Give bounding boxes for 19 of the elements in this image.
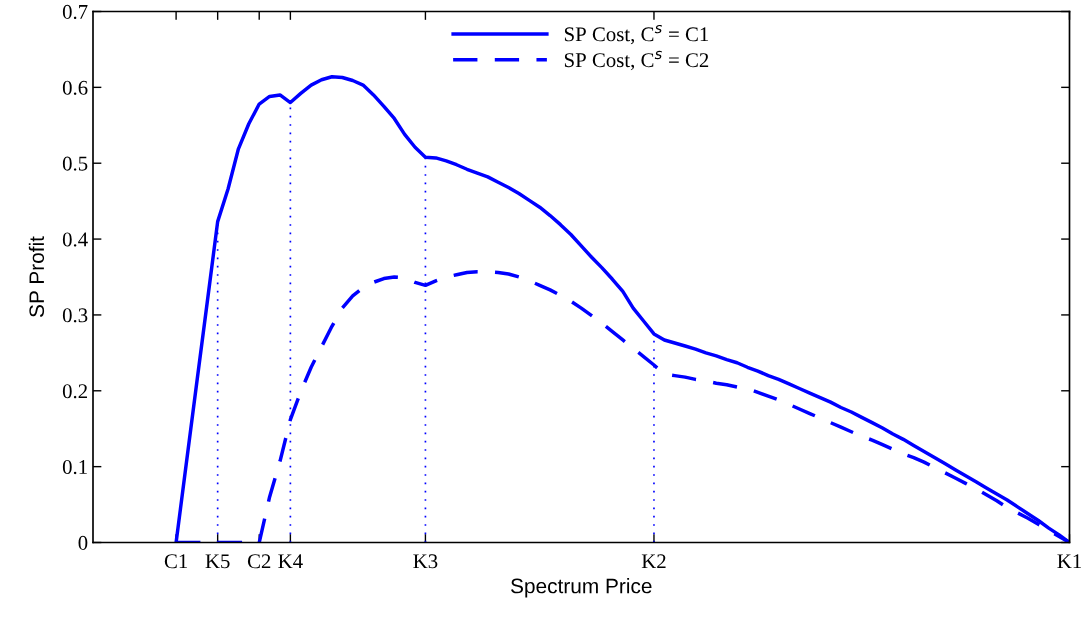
y-tick-label: 0.4 (62, 232, 88, 247)
x-tick-label: K5 (205, 554, 230, 569)
x-tick-label: C2 (247, 554, 271, 569)
x-tick-label: K3 (413, 554, 438, 569)
y-tick-label: 0.6 (62, 80, 88, 95)
y-axis-title: SP Profit (28, 236, 45, 317)
x-tick-label: K1 (1057, 554, 1081, 569)
y-tick-label: 0.7 (62, 4, 88, 20)
y-tick-label: 0.5 (62, 156, 88, 171)
x-tick-label: K4 (278, 554, 303, 569)
legend-label: SP Cost, C$^{s}$ = C2 (564, 50, 709, 71)
y-tick-label: 0.2 (62, 384, 87, 399)
legend-label: SP Cost, C$^{s}$ = C1 (564, 24, 709, 45)
x-tick-label: K2 (641, 554, 666, 569)
x-tick-label: C1 (164, 554, 188, 569)
y-tick-label: 0 (78, 535, 88, 550)
y-tick-label: 0.3 (62, 308, 88, 323)
y-tick-label: 0.1 (62, 460, 87, 475)
x-axis-title: Spectrum Price (511, 578, 652, 598)
